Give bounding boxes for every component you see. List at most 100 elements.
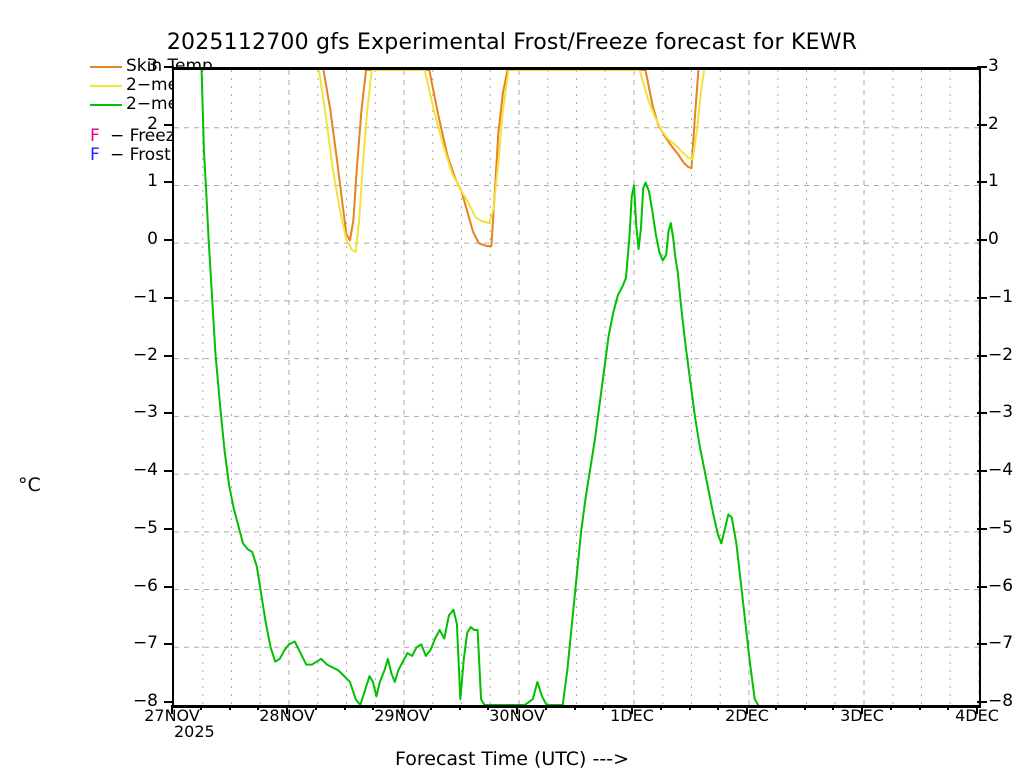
x-tick-mark xyxy=(516,705,518,714)
x-tick-mark-minor xyxy=(889,705,892,710)
y-tick-mark xyxy=(164,643,174,646)
x-tick-mark-minor xyxy=(832,705,835,710)
x-tick-mark-minor xyxy=(257,705,260,710)
x-axis-label: Forecast Time (UTC) ---> xyxy=(395,748,629,770)
x-tick-mark-minor xyxy=(458,705,461,710)
legend-color-swatch xyxy=(90,104,122,106)
x-tick-mark xyxy=(286,705,288,714)
y-tick-label: −1 xyxy=(132,286,158,307)
x-tick-label: 28NOV xyxy=(259,706,315,725)
y-axis-label: °C xyxy=(18,474,41,496)
x-tick-mark-minor xyxy=(918,705,921,710)
y-tick-label: −4 xyxy=(132,460,158,481)
legend-marker-symbol: F xyxy=(90,145,100,165)
x-tick-label: 2DEC xyxy=(725,706,769,725)
x-tick-mark-minor xyxy=(947,705,950,710)
x-tick-label: 30NOV xyxy=(489,706,545,725)
y-tick-label-right: −8 xyxy=(988,691,1014,711)
y-tick-mark xyxy=(977,585,987,588)
y-tick-label: 0 xyxy=(147,229,158,250)
x-tick-mark-minor xyxy=(372,705,375,710)
x-tick-mark xyxy=(746,705,748,714)
x-tick-label: 4DEC xyxy=(955,706,999,725)
y-tick-label: −7 xyxy=(132,633,158,654)
y-tick-mark xyxy=(977,354,987,357)
page-title: 2025112700 gfs Experimental Frost/Freeze… xyxy=(166,30,858,55)
y-tick-label-right: −3 xyxy=(988,402,1014,423)
y-tick-mark xyxy=(977,701,987,703)
y-tick-label-right: 1 xyxy=(988,171,999,192)
x-tick-label: 29NOV xyxy=(374,706,430,725)
x-tick-mark xyxy=(861,705,863,714)
x-tick-mark-minor xyxy=(688,705,691,710)
x-tick-mark-minor xyxy=(343,705,346,710)
y-tick-label-right: −7 xyxy=(988,633,1014,654)
plot-area xyxy=(172,67,981,708)
x-tick-mark-minor xyxy=(228,705,231,710)
y-tick-label-right: −6 xyxy=(988,575,1014,596)
y-tick-mark xyxy=(164,354,174,357)
legend-marker-symbol: F xyxy=(90,126,100,146)
y-tick-mark xyxy=(164,527,174,530)
y-tick-mark xyxy=(977,527,987,530)
x-tick-mark-minor xyxy=(429,705,432,710)
y-tick-mark xyxy=(977,412,987,415)
y-tick-label: −3 xyxy=(132,402,158,423)
y-tick-mark xyxy=(164,123,174,126)
x-tick-mark-minor xyxy=(602,705,605,710)
y-tick-label-right: 0 xyxy=(988,229,999,250)
chart-canvas xyxy=(174,70,979,705)
x-tick-mark xyxy=(976,705,978,714)
x-tick-label: 1DEC xyxy=(610,706,654,725)
y-tick-label: −8 xyxy=(132,691,158,711)
x-tick-mark-minor xyxy=(717,705,720,710)
x-tick-mark-minor xyxy=(803,705,806,710)
series-line xyxy=(322,70,700,248)
y-tick-label: −2 xyxy=(132,344,158,365)
x-tick-mark-minor xyxy=(487,705,490,710)
y-tick-mark xyxy=(977,643,987,646)
y-tick-mark xyxy=(977,470,987,473)
legend-color-swatch xyxy=(90,66,122,68)
y-tick-label-right: −2 xyxy=(988,344,1014,365)
y-tick-mark xyxy=(977,123,987,126)
y-tick-mark xyxy=(164,66,174,68)
y-tick-mark xyxy=(977,66,987,68)
x-tick-label: 3DEC xyxy=(840,706,884,725)
y-tick-label-right: 2 xyxy=(988,113,999,134)
x-tick-mark-minor xyxy=(774,705,777,710)
y-tick-label-right: 3 xyxy=(988,56,999,76)
year-label: 2025 xyxy=(174,722,215,741)
y-tick-mark xyxy=(164,296,174,299)
y-tick-mark xyxy=(164,239,174,242)
legend-color-swatch xyxy=(90,85,122,87)
series-line xyxy=(317,70,706,253)
x-tick-mark xyxy=(401,705,403,714)
x-tick-mark-minor xyxy=(659,705,662,710)
x-tick-mark-minor xyxy=(314,705,317,710)
y-tick-mark xyxy=(977,296,987,299)
y-tick-mark xyxy=(164,470,174,473)
x-tick-mark xyxy=(631,705,633,714)
y-tick-mark xyxy=(164,412,174,415)
x-tick-label: 27NOV xyxy=(144,706,200,725)
y-tick-label: −5 xyxy=(132,517,158,538)
y-tick-label: 1 xyxy=(147,171,158,192)
y-tick-label-right: −5 xyxy=(988,517,1014,538)
y-tick-mark xyxy=(164,585,174,588)
y-tick-label-right: −4 xyxy=(988,460,1014,481)
y-tick-label: 3 xyxy=(147,56,158,76)
x-tick-mark-minor xyxy=(199,705,202,710)
x-tick-mark-minor xyxy=(573,705,576,710)
y-tick-mark xyxy=(164,701,174,703)
x-tick-mark xyxy=(171,705,173,714)
y-tick-label-right: −1 xyxy=(988,286,1014,307)
y-tick-label: −6 xyxy=(132,575,158,596)
y-tick-mark xyxy=(164,181,174,184)
y-tick-mark xyxy=(977,181,987,184)
x-tick-mark-minor xyxy=(544,705,547,710)
y-tick-label: 2 xyxy=(147,113,158,134)
series-line xyxy=(200,70,760,705)
y-tick-mark xyxy=(977,239,987,242)
